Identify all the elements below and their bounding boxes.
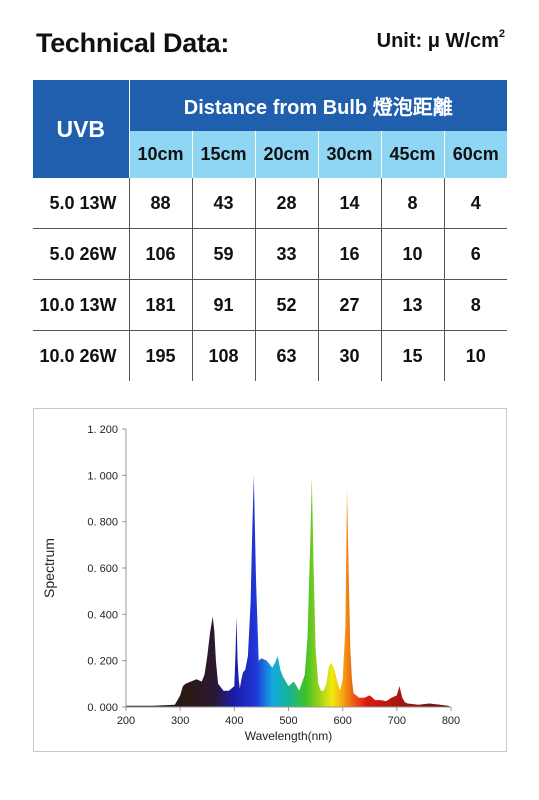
table-cell: 30 — [317, 330, 381, 381]
y-axis-label: Spectrum — [41, 538, 57, 598]
y-tick-label: 1. 000 — [87, 470, 118, 482]
column-header: 45cm — [380, 131, 444, 178]
table-cell: 181 — [128, 279, 192, 331]
y-tick-label: 0. 400 — [87, 609, 118, 621]
x-tick-label: 200 — [117, 715, 135, 727]
unit-superscript: 2 — [498, 28, 505, 40]
x-tick-label: 400 — [225, 715, 243, 727]
column-header: 60cm — [443, 131, 507, 178]
unit-text: Unit: μ W/cm — [376, 30, 499, 52]
y-tick-label: 0. 600 — [87, 563, 118, 575]
table-cell: 28 — [254, 178, 318, 229]
uvb-header: UVB — [33, 80, 130, 178]
table-cell: 15 — [380, 330, 444, 381]
x-axis-label: Wavelength(nm) — [245, 729, 333, 743]
x-tick-label: 800 — [442, 715, 460, 727]
table-row: 5.0 26W 106 59 33 16 10 6 — [33, 228, 507, 280]
table-cell: 10 — [380, 228, 444, 280]
table-cell: 106 — [128, 228, 192, 280]
spectrum-chart: 0. 000 0. 200 0. 400 0. 600 0. 800 1. 000 1. 2… — [33, 408, 507, 752]
table-cell: 108 — [191, 330, 255, 381]
table-cell: 63 — [254, 330, 318, 381]
technical-data-table: UVB Distance from Bulb 燈泡距離 10cm 15cm 20… — [33, 80, 507, 381]
table-cell: 52 — [254, 279, 318, 331]
distance-header: Distance from Bulb 燈泡距離 — [129, 80, 507, 132]
table-cell: 27 — [317, 279, 381, 331]
table-row: 10.0 13W 181 91 52 27 13 8 — [33, 279, 507, 331]
y-tick-label: 0. 000 — [87, 702, 118, 714]
row-label: 10.0 13W — [33, 279, 129, 331]
x-tick-label: 700 — [388, 715, 406, 727]
row-label: 10.0 26W — [39, 345, 117, 366]
column-header: 30cm — [317, 131, 381, 178]
table-cell: 4 — [443, 178, 507, 229]
table-cell: 8 — [380, 178, 444, 229]
unit-label: Unit: μ W/cm2 — [376, 28, 505, 53]
table-cell: 88 — [128, 178, 192, 229]
table-cell: 43 — [191, 178, 255, 229]
table-row: 10.0 26W 195 108 63 30 15 10 — [33, 330, 507, 381]
table-row: 5.0 13W 88 43 28 14 8 4 — [33, 178, 507, 229]
x-tick-label: 500 — [279, 715, 297, 727]
table-cell: 33 — [254, 228, 318, 280]
table-cell: 6 — [443, 228, 507, 280]
column-header: 20cm — [254, 131, 318, 178]
spectrum-area — [126, 475, 451, 707]
spectrum-svg: 0. 000 0. 200 0. 400 0. 600 0. 800 1. 000 1. 2… — [41, 424, 460, 743]
row-label: 5.0 26W — [33, 228, 129, 280]
table-cell: 14 — [317, 178, 381, 229]
table-cell: 13 — [380, 279, 444, 331]
column-header: 15cm — [191, 131, 255, 178]
table-cell: 8 — [443, 279, 507, 331]
table-cell: 59 — [191, 228, 255, 280]
y-tick-label: 0. 200 — [87, 656, 118, 668]
page-title: Technical Data: — [36, 28, 230, 58]
table-cell: 10 — [443, 330, 507, 381]
y-tick-label: 1. 200 — [87, 424, 118, 436]
table-cell: 91 — [191, 279, 255, 331]
row-label: 5.0 13W — [33, 178, 129, 229]
x-tick-label: 600 — [333, 715, 351, 727]
table-cell: 195 — [128, 330, 192, 381]
x-tick-label: 300 — [171, 715, 189, 727]
column-header: 10cm — [128, 131, 192, 178]
table-cell: 16 — [317, 228, 381, 280]
y-tick-label: 0. 800 — [87, 517, 118, 529]
